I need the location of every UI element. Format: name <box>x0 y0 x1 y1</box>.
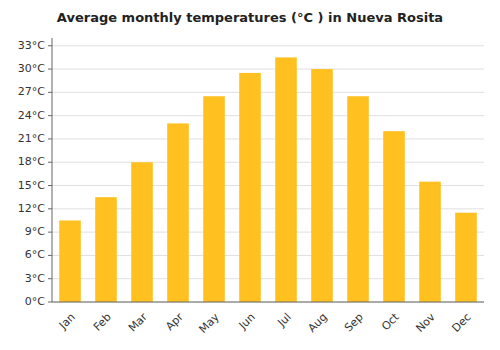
bar <box>311 69 333 302</box>
y-tick <box>48 232 52 233</box>
y-axis-line <box>52 38 53 302</box>
bar <box>95 197 117 302</box>
y-tick <box>48 45 52 46</box>
chart-svg: 0°C 3°C 6°C 9°C 12°C 15°C 18°C 21°C 24°C 27°C 30°C… <box>0 0 500 350</box>
bar <box>203 96 225 302</box>
y-tick <box>48 185 52 186</box>
y-axis: 0°C 3°C 6°C 9°C 12°C 15°C 18°C 21°C 24°C 27°C 30°C… <box>18 38 52 308</box>
y-tick <box>48 208 52 209</box>
bar <box>239 73 261 302</box>
y-tick <box>48 162 52 163</box>
y-tick <box>48 255 52 256</box>
y-tick-label: 33°C <box>18 39 45 52</box>
x-tick-label: Jul <box>274 311 293 330</box>
grid-line <box>52 162 484 163</box>
grid-line <box>52 302 484 303</box>
x-tick-label: Nov <box>413 310 438 335</box>
y-tick <box>48 115 52 116</box>
bar <box>167 123 189 302</box>
bar <box>383 131 405 302</box>
y-tick-label: 0°C <box>25 295 45 308</box>
x-tick-label: Apr <box>163 310 186 333</box>
y-tick-label: 27°C <box>18 85 45 98</box>
x-axis: Jan Feb Mar Apr May Jun Jul Aug Sep Oct Nov Dec <box>52 302 484 336</box>
x-tick-label: Oct <box>379 310 402 333</box>
x-tick-label: Dec <box>450 311 474 335</box>
y-tick <box>48 138 52 139</box>
x-tick-label: Aug <box>305 311 329 335</box>
grid-line <box>52 138 484 139</box>
bars <box>59 57 477 302</box>
y-tick <box>48 278 52 279</box>
y-tick <box>48 302 52 303</box>
x-tick-label: Mar <box>126 310 150 334</box>
grid-line <box>52 45 484 46</box>
y-tick-label: 15°C <box>18 179 45 192</box>
y-tick <box>48 69 52 70</box>
x-tick-label: Sep <box>342 311 366 335</box>
y-tick-label: 18°C <box>18 155 45 168</box>
bar <box>131 162 153 302</box>
bar <box>455 213 477 302</box>
x-tick-label: Jan <box>56 311 78 333</box>
y-tick-label: 6°C <box>25 248 45 261</box>
y-tick <box>48 92 52 93</box>
bar <box>419 182 441 302</box>
x-tick-label: Feb <box>91 311 114 334</box>
x-tick-label: Jun <box>236 311 258 333</box>
bar <box>59 220 81 302</box>
y-tick-label: 3°C <box>25 272 45 285</box>
grid <box>52 46 484 302</box>
y-tick-label: 12°C <box>18 202 45 215</box>
bar <box>275 57 297 302</box>
grid-line <box>52 115 484 116</box>
title: Average monthly temperatures (°C ) in Nu… <box>57 10 443 25</box>
y-tick-label: 21°C <box>18 132 45 145</box>
y-tick-label: 9°C <box>25 225 45 238</box>
x-axis-line <box>52 302 484 303</box>
y-tick-label: 30°C <box>18 62 45 75</box>
x-tick-label: May <box>196 310 222 336</box>
y-tick-label: 24°C <box>18 109 45 122</box>
grid-line <box>52 92 484 93</box>
grid-line <box>52 69 484 70</box>
chart-container: 0°C 3°C 6°C 9°C 12°C 15°C 18°C 21°C 24°C 27°C 30°C… <box>0 0 500 350</box>
bar <box>347 96 369 302</box>
